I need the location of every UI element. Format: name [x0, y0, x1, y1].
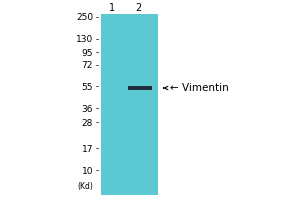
Bar [128, 86, 152, 90]
Bar [100, 14, 158, 195]
Text: ← Vimentin: ← Vimentin [169, 83, 228, 93]
Text: 10: 10 [82, 166, 93, 176]
Text: (Kd): (Kd) [77, 183, 93, 192]
Text: 1: 1 [110, 3, 116, 13]
Text: -: - [96, 144, 99, 154]
Text: 130: 130 [76, 36, 93, 45]
Text: -: - [96, 14, 99, 22]
Text: 55: 55 [82, 83, 93, 92]
Text: -: - [96, 105, 99, 114]
Text: -: - [96, 36, 99, 45]
Text: 17: 17 [82, 144, 93, 154]
Text: -: - [96, 83, 99, 92]
Text: 95: 95 [82, 48, 93, 58]
Text: -: - [96, 118, 99, 128]
Text: -: - [96, 166, 99, 176]
Text: -: - [96, 48, 99, 58]
Text: 72: 72 [82, 62, 93, 71]
Text: 2: 2 [135, 3, 141, 13]
Text: 250: 250 [76, 14, 93, 22]
Text: 28: 28 [82, 118, 93, 128]
Text: 36: 36 [82, 105, 93, 114]
Text: -: - [96, 62, 99, 71]
